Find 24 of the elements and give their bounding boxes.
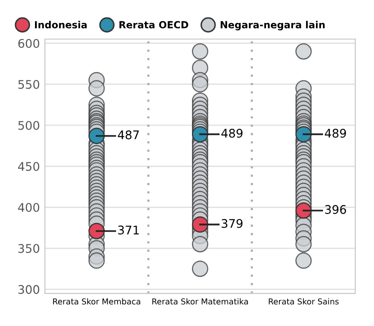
point (88, 128, 105, 144)
point (88, 222, 105, 240)
legend-label: Rerata OECD (119, 21, 188, 28)
point (192, 126, 208, 142)
y-tick-label: 450 (18, 162, 40, 171)
y-tick-label: 400 (18, 202, 40, 212)
y-tick-label: 500 (18, 120, 40, 130)
y-tick-label: 350 (18, 244, 40, 253)
x-tick-label: Rerata Skor Membaca (53, 298, 140, 304)
point (295, 202, 312, 219)
data-label: 489 (324, 128, 346, 138)
x-tick-label: Rerata Skor Sains (268, 298, 339, 304)
y-tick-label: 550 (18, 80, 40, 89)
data-label: 379 (222, 218, 242, 228)
data-label: 487 (118, 130, 139, 140)
legend-label: Indonesia (34, 20, 87, 28)
data-label: 396 (325, 205, 346, 214)
point (295, 126, 312, 142)
data-label: 371 (118, 226, 139, 234)
x-tick-label: Rerata Skor Matematika (152, 298, 248, 304)
legend-label: Negara-negara lain (220, 20, 325, 30)
data-label: 489 (221, 128, 242, 138)
y-tick-label: 300 (18, 285, 40, 294)
y-tick-label: 600 (18, 38, 40, 48)
